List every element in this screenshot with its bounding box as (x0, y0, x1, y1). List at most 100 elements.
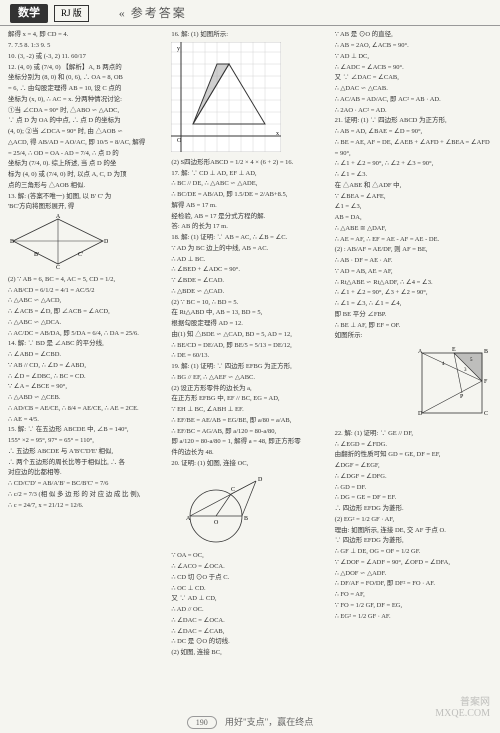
square-diagram: A B C D E F P 3 4 5 (335, 343, 492, 427)
content-columns: 解得 x = 4, 即 CD = 4. 7. 7.5 8. 1:3 9. 5 1… (0, 26, 500, 663)
page-footer: 190 用好"支点"，赢在终点 (0, 716, 500, 729)
text-line: ∴ △BDE ∽ △CAD. (171, 287, 328, 297)
text-line: ∴ 两个五边形的周长比等于相似比, ∴ 各 (8, 458, 165, 468)
text-line: ∴ 五边形 ABCDE 与 A'B'C'D'E' 相似, (8, 447, 165, 457)
text-line: ∵ ∠BEA = ∠AFE, (335, 192, 492, 202)
text-line: 在 △ABE 和 △ADF 中, (335, 181, 492, 191)
text-line: 22. 解: (1) 证明: ∵ GE // DF, (335, 429, 492, 439)
text-line: 标为 (4, 0) 或 (7/4, 0) 时, 以点 A, C, D 为顶 (8, 170, 165, 180)
column-1: 解得 x = 4, 即 CD = 4. 7. 7.5 8. 1:3 9. 5 1… (8, 30, 165, 659)
svg-text:C: C (484, 411, 488, 417)
text-line: ∴ ∠D = ∠DBC, ∴ BC = CD. (8, 372, 165, 382)
text-line: = 90°, (335, 149, 492, 159)
svg-text:A: A (56, 214, 61, 220)
diamond-diagram: A B C D B' C' (8, 214, 165, 273)
text-line: ∴ FO = AF, (335, 590, 492, 600)
text-line: 12. (4, 0) 或 (7/4, 0) 【解析】A, B 两点的 (8, 63, 165, 73)
svg-text:F: F (484, 379, 488, 385)
text-line: ∵ ∠BDE = ∠CAD. (171, 276, 328, 286)
text-line: 答: AB 的长为 17 m. (171, 222, 328, 232)
svg-text:C: C (56, 265, 60, 269)
text-line: 坐标为 (x, 0), ∴ AC = x. 分两种情况讨论: (8, 95, 165, 105)
circle-diagram: A B C D O (171, 471, 328, 550)
text-line: ∴ ∠1 + ∠2 = 90°, ∴ ∠2 + ∠3 = 90°, (335, 159, 492, 169)
text-line: ∵ ∠A = ∠BCE = 90°, (8, 382, 165, 392)
watermark-line2: MXQE.COM (435, 708, 490, 719)
text-line: (4, 0); ②当 ∠DCA = 90° 时, 由 △AOB ∽ (8, 127, 165, 137)
text-line: 即 a/120 = 80-a/80 = 1, 解得 a = 48, 即正方形零 (171, 437, 328, 447)
text-line: ∴ Rt△ABE ∽ Rt△ADF, ∴ ∠4 = ∠3. (335, 278, 492, 288)
text-line: (2) : AB/AF = AE/DF, 则 AF = BE, (335, 245, 492, 255)
text-line: ①当 ∠CDA = 90° 时, △ABO ∽ △ADC, (8, 106, 165, 116)
text-line: 又 ∵ AD ⊥ CD, (171, 594, 328, 604)
text-line: ∴ EG² = 1/2 GF · AF. (335, 612, 492, 622)
text-line: ∴ AB · DF = AE · AF. (335, 256, 492, 266)
text-line: ∴ GD = DF. (335, 483, 492, 493)
text-line: ∴ DE = 60/13. (171, 351, 328, 361)
text-line: ∴ AB/CD = 6/1/2 = 4/1 = AC/5/2 (8, 286, 165, 296)
text-line: ∴ BE/CD = DE/AD, 即 BE/5 = 5/13 = DE/12, (171, 341, 328, 351)
text-line: ∴ AE = 4/5. (8, 415, 165, 425)
text-line: ∠DGF = ∠EGF, (335, 461, 492, 471)
text-line: ∴ BG // EF, ∴ △AEF ∽ △ABC. (171, 373, 328, 383)
svg-text:A: A (186, 516, 191, 522)
text-line: (2) S四边形形ABCD = 1/2 × 4 × (6 + 2) = 16. (171, 158, 328, 168)
text-line: ∴ AB = AD, ∠BAE = ∠D = 90°, (335, 127, 492, 137)
text-line: ∴ AD/CB = AE/CE, ∴ 8/4 = AE/CE, ∴ AE = 2… (8, 404, 165, 414)
text-line: ∴ ∠ABD = ∠CBD. (8, 350, 165, 360)
text-line: ∴ △DAC ∽ △CAB. (335, 84, 492, 94)
text-line: ∴ c = 24/7, x = 21/12 = 12/6. (8, 501, 165, 511)
text-line: ∴ ∠1 + ∠2 = 90°, ∠3 + ∠2 = 90°, (335, 288, 492, 298)
text-line: ∴ 四边形 EFDG 为菱形. (335, 504, 492, 514)
text-line: 13. 解: (答案不唯一) 如图, 以 B' C' 为 (8, 192, 165, 202)
text-line: 18. 解: (1) 证明: ∵ AB = AC, ∴ ∠B = ∠C. (171, 233, 328, 243)
svg-text:B: B (484, 349, 488, 355)
text-line: = 6, ∴ 由勾股定理得 AB = 10, 设 C 点的 (8, 84, 165, 94)
text-line: ∴ ∠1 = ∠3. (335, 170, 492, 180)
text-line: ∴ ∠ADC = ∠ACB = 90°. (335, 63, 492, 73)
svg-text:E: E (452, 347, 456, 353)
text-line: ∴ ∠DAC = ∠OCA. (171, 616, 328, 626)
svg-text:C': C' (78, 252, 83, 258)
text-line: 19. 解: (1) 证明: ∵ 四边形 EFBG 为正方形, (171, 362, 328, 372)
text-line: 在 Rt△ABD 中, AB = 13, BD = 5, (171, 308, 328, 318)
svg-text:B': B' (34, 252, 39, 258)
text-line: ∴ EF/BC = AG/AB, 即 a/120 = 80-a/80, (171, 427, 328, 437)
text-line: 解得 x = 4, 即 CD = 4. (8, 30, 165, 40)
text-line: ∴ △DOF ∽ △ADF. (335, 569, 492, 579)
text-line: ∴ AB = 2AO, ∠ACB = 90°. (335, 41, 492, 51)
text-line: 7. 7.5 8. 1:3 9. 5 (8, 41, 165, 51)
text-line: ∴ AD ⊥ BC. (171, 255, 328, 265)
text-line: AB = DA, (335, 213, 492, 223)
svg-text:D: D (418, 411, 423, 417)
text-line: ∴ ∠EGD = ∠FDG. (335, 440, 492, 450)
text-line: 20. 证明: (1) 如图, 连接 OC, (171, 459, 328, 469)
text-line: ∴ △ABC ∽ △ACD, (8, 296, 165, 306)
text-line: ∴ BC // DE, ∴ △ABC ∽ △ADE, (171, 179, 328, 189)
svg-text:A: A (418, 349, 423, 355)
text-line: 10. (3, -2) 或 (-3, 2) 11. 60/17 (8, 52, 165, 62)
text-line: ∴ ∠DAC = ∠CAB, (171, 627, 328, 637)
text-line: ∵ 点 D 为 OA 的中点, ∴ 点 D 的坐标为 (8, 116, 165, 126)
text-line: ∵ EH ⊥ BC, ∠ABH ⊥ EF. (171, 405, 328, 415)
text-line: ∴ BE = AE, AF = DE, ∠AEB + ∠AFD + ∠BEA =… (335, 138, 492, 148)
text-line: ∴ GF ⊥ DE, OG = OF = 1/2 GF. (335, 547, 492, 557)
text-line: ∴ ∠1 = ∠3, ∴ ∠1 = ∠4, (335, 299, 492, 309)
text-line: ∴ BC/DE = AB/AD, 即 1.5/DE = 2/AB+8.5, (171, 190, 328, 200)
text-line: ∵ AB 是 ⊙O 的直径, (335, 30, 492, 40)
svg-text:D: D (258, 477, 263, 483)
text-line: ∴ EF/BE = AE/AB = EG/BE, 即 a/80 = a/AB, (171, 416, 328, 426)
text-line: ∴ BE ⊥ AF, 即 EF = OF. (335, 321, 492, 331)
text-line: ∴ AD // OC. (171, 605, 328, 615)
text-line: 由翻折的性质可知 GD = GE, DF = EF, (335, 450, 492, 460)
text-line: ∵ AD 为 BC 边上的中线, AB = AC. (171, 244, 328, 254)
column-2: 16. 解: (1) 如图所示: x y (171, 30, 328, 659)
text-line: ∴ △ABD ∽ △CEB. (8, 393, 165, 403)
text-line: 根据勾股定理得 AD = 12. (171, 319, 328, 329)
svg-text:3: 3 (464, 368, 467, 373)
grid-chart: x y O (171, 42, 328, 156)
text-line: ∴ ∠ACO = ∠OCA. (171, 562, 328, 572)
text-line: ∵ AB // CD, ∴ ∠D = ∠ABD, (8, 361, 165, 371)
text-line: ∴ △ABC ∽ △DCA. (8, 318, 165, 328)
text-line: 即 BE 平分 ∠FBP. (335, 310, 492, 320)
